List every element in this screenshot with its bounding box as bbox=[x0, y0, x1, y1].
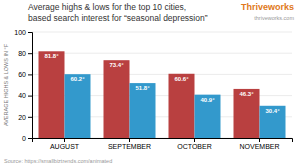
bar bbox=[234, 89, 260, 138]
y-tick-label: 0 bbox=[22, 135, 26, 142]
subtitle: based search interest for “seasonal depr… bbox=[28, 13, 208, 23]
bar-series bbox=[65, 74, 286, 138]
y-tick-mark bbox=[28, 53, 32, 54]
y-tick-mark bbox=[28, 74, 32, 75]
y-tick: 100 bbox=[14, 29, 32, 36]
y-tick: 80 bbox=[18, 50, 32, 57]
bar bbox=[39, 51, 65, 138]
bars bbox=[39, 51, 286, 138]
y-tick-label: 40 bbox=[18, 92, 26, 99]
x-tick-mark bbox=[194, 138, 195, 142]
data-label: 60.2° bbox=[70, 76, 85, 82]
grid-line bbox=[32, 53, 292, 54]
plot: 81.8° 73.4° 60.6° 46.3° 60.2° 51.8° 40.9° 30.4°… bbox=[14, 29, 292, 150]
bar bbox=[169, 74, 195, 138]
data-label: 40.9° bbox=[200, 97, 215, 103]
y-tick: 60 bbox=[18, 71, 32, 78]
x-tick: OCTOBER bbox=[177, 138, 212, 150]
chart: Average highs & lows for the top 10 citi… bbox=[0, 0, 300, 166]
bar-series bbox=[39, 51, 260, 138]
data-labels: 81.8° 73.4° 60.6° 46.3° 60.2° 51.8° 40.9° 30.4° bbox=[44, 53, 280, 113]
brand-url: thriveworks.com bbox=[254, 15, 294, 21]
x-tick-label: AUGUST bbox=[50, 143, 80, 150]
y-tick-mark bbox=[28, 117, 32, 118]
x-tick-mark bbox=[64, 138, 65, 142]
x-tick-label: OCTOBER bbox=[177, 143, 212, 150]
bar bbox=[104, 60, 130, 138]
y-tick-mark bbox=[28, 138, 32, 139]
y-tick-label: 60 bbox=[18, 71, 26, 78]
bar bbox=[130, 83, 156, 138]
x-tick-mark bbox=[259, 138, 260, 142]
y-axis: 0 20 40 60 80 100 bbox=[14, 29, 32, 142]
bar bbox=[195, 95, 221, 138]
x-tick: NOVEMBER bbox=[239, 138, 279, 150]
x-tick-label: NOVEMBER bbox=[239, 143, 279, 150]
data-label: 60.6° bbox=[174, 76, 189, 82]
data-label: 51.8° bbox=[135, 85, 150, 91]
title: Average highs & lows for the top 10 citi… bbox=[28, 2, 186, 12]
y-tick: 0 bbox=[22, 135, 32, 142]
y-tick-label: 100 bbox=[14, 29, 26, 36]
data-label: 46.3° bbox=[239, 91, 254, 97]
grid bbox=[32, 32, 292, 138]
brand: Thriveworks bbox=[241, 2, 294, 12]
x-axis-line bbox=[33, 139, 293, 143]
x-tick: SEPTEMBER bbox=[108, 138, 151, 150]
y-tick-mark bbox=[28, 32, 32, 33]
bar bbox=[65, 74, 91, 138]
y-tick-label: 80 bbox=[18, 50, 26, 57]
data-label: 73.4° bbox=[109, 62, 124, 68]
y-tick: 20 bbox=[18, 114, 32, 121]
grid-line bbox=[32, 32, 292, 33]
y-tick: 40 bbox=[18, 92, 32, 99]
x-tick-mark bbox=[129, 138, 130, 142]
data-label: 81.8° bbox=[44, 53, 59, 59]
x-axis: AUGUST SEPTEMBER OCTOBER NOVEMBER bbox=[33, 138, 293, 150]
x-tick-label: SEPTEMBER bbox=[108, 143, 151, 150]
source: Source: https://smallbiztrends.com/anima… bbox=[4, 158, 112, 164]
y-axis-line bbox=[28, 33, 33, 139]
y-tick-label: 20 bbox=[18, 114, 26, 121]
x-tick: AUGUST bbox=[50, 138, 80, 150]
y-axis-title: AVERAGE HIGHS & LOWS IN °F bbox=[3, 43, 9, 126]
data-label: 30.4° bbox=[265, 108, 280, 114]
bar bbox=[260, 106, 286, 138]
y-tick-mark bbox=[28, 96, 32, 97]
